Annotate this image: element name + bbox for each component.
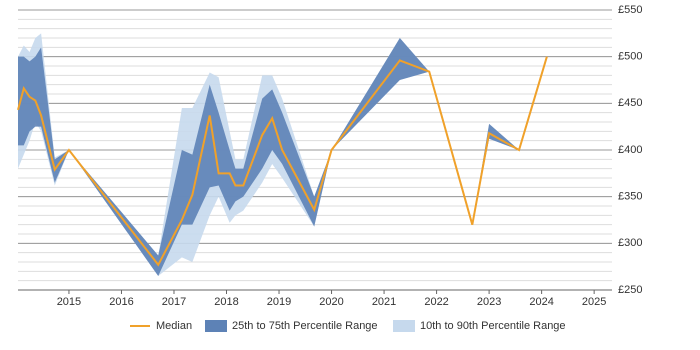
x-tick-label: 2022 (424, 296, 448, 308)
x-tick-label: 2020 (319, 296, 343, 308)
median-line (17, 56, 548, 267)
y-tick-label: £550 (618, 4, 642, 16)
x-tick-label: 2017 (162, 296, 186, 308)
legend-label: 10th to 90th Percentile Range (420, 320, 566, 332)
y-tick-label: £250 (618, 284, 642, 296)
x-tick-label: 2024 (529, 296, 553, 308)
legend-swatch (205, 320, 227, 332)
y-tick-label: £450 (618, 97, 642, 109)
x-tick-label: 2018 (214, 296, 238, 308)
legend-swatch (393, 320, 415, 332)
y-tick-label: £500 (618, 51, 642, 63)
x-tick-label: 2023 (477, 296, 501, 308)
legend-label: 25th to 75th Percentile Range (232, 320, 378, 332)
legend-label: Median (156, 320, 192, 332)
x-tick-label: 2015 (57, 296, 81, 308)
y-tick-label: £300 (618, 237, 642, 249)
y-tick-label: £400 (618, 144, 642, 156)
x-tick-label: 2021 (372, 296, 396, 308)
y-tick-label: £350 (618, 191, 642, 203)
x-tick-label: 2019 (267, 296, 291, 308)
percentile-band (18, 38, 547, 276)
x-tick-label: 2025 (582, 296, 606, 308)
x-tick-label: 2016 (109, 296, 133, 308)
